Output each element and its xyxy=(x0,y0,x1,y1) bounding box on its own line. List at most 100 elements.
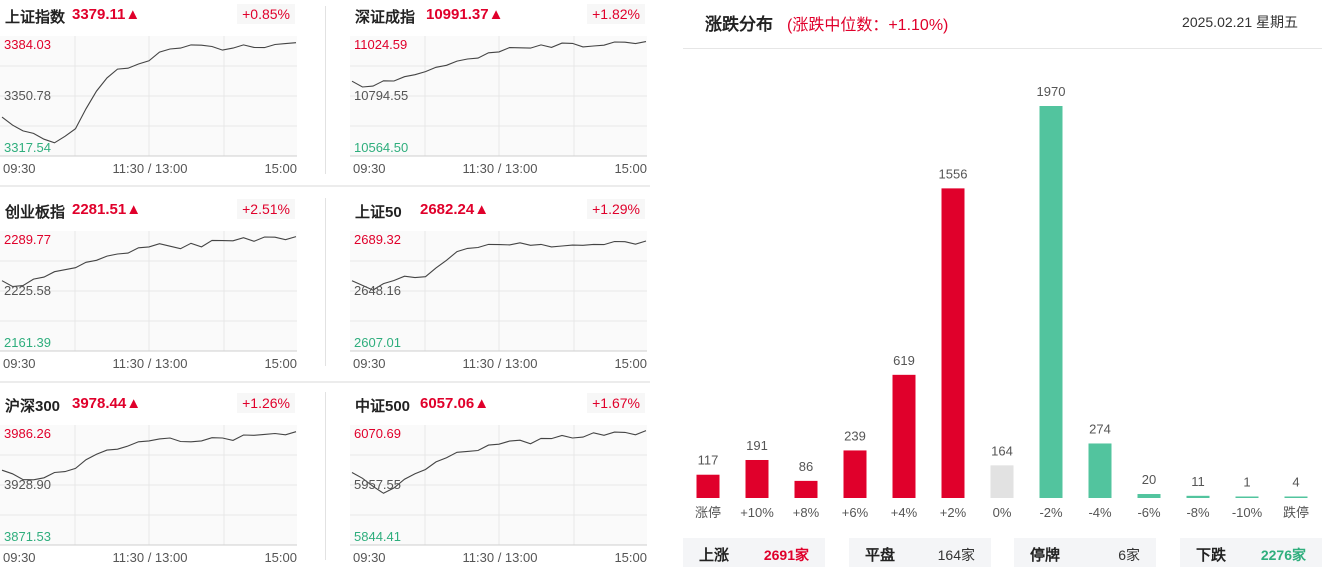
row-divider xyxy=(0,381,650,383)
index-price: 3978.44▲ xyxy=(72,395,142,412)
bar-6[interactable] xyxy=(990,465,1014,498)
x-mid-label: 11:30 / 13:00 xyxy=(463,161,538,176)
x-start-label: 09:30 xyxy=(3,550,36,565)
category-label: -8% xyxy=(1186,505,1210,520)
bar-1[interactable] xyxy=(745,459,769,498)
bar-value-label: 11 xyxy=(1191,474,1205,489)
intraday-line-chart: 3384.03 3350.78 3317.54 09:30 11:30 / 13:00 1… xyxy=(0,36,297,176)
stat-down-value: 2276家 xyxy=(1260,547,1306,563)
bar-10[interactable] xyxy=(1186,495,1210,498)
bar-value-label: 274 xyxy=(1089,421,1111,436)
x-start-label: 09:30 xyxy=(353,550,386,565)
y-high-label: 3986.26 xyxy=(4,426,51,441)
index-price: 10991.37▲ xyxy=(426,6,504,23)
category-label: +6% xyxy=(842,505,869,520)
stat-suspended-value: 6家 xyxy=(1118,547,1140,563)
column-divider xyxy=(325,6,326,174)
x-mid-label: 11:30 / 13:00 xyxy=(463,356,538,371)
stat-flat-label: 平盘 xyxy=(865,547,896,564)
bar-5[interactable] xyxy=(941,188,965,498)
index-card-csi500[interactable]: 中证500 6057.06▲ +1.67% 6070.69 5957.55 5844.41… xyxy=(350,389,650,569)
bar-2[interactable] xyxy=(794,480,818,498)
bar-9[interactable] xyxy=(1137,494,1161,498)
y-high-label: 2289.77 xyxy=(4,232,51,247)
price-line xyxy=(351,41,647,88)
y-low-label: 3317.54 xyxy=(4,140,51,155)
bar-value-label: 117 xyxy=(698,453,719,468)
x-end-label: 15:00 xyxy=(614,356,647,371)
column-divider xyxy=(325,198,326,366)
index-change-badge: +0.85% xyxy=(237,4,295,24)
bar-value-label: 86 xyxy=(799,459,813,474)
intraday-line-chart: 11024.59 10794.55 10564.50 09:30 11:30 / 13:… xyxy=(350,36,647,176)
bar-value-label: 164 xyxy=(991,443,1013,458)
stat-down: 下跌 2276家 xyxy=(1180,538,1322,567)
x-mid-label: 11:30 / 13:00 xyxy=(113,161,188,176)
stat-flat-value: 164家 xyxy=(937,547,975,563)
stat-flat: 平盘 164家 xyxy=(849,538,991,567)
intraday-line-chart: 2289.77 2225.58 2161.39 09:30 11:30 / 13:00 1… xyxy=(0,231,297,371)
distribution-bar-chart: 117 涨停 191 +10% 86 +8% 239 +6% 619 +4% 1556 +2% 164 0… xyxy=(695,84,1309,520)
index-panel: 上证指数 3379.11▲ +0.85% 3384.03 3350.78 3317.54 0… xyxy=(0,0,660,569)
x-mid-label: 11:30 / 13:00 xyxy=(463,550,538,565)
stat-down-label: 下跌 xyxy=(1196,547,1227,564)
index-change-badge: +1.82% xyxy=(587,4,645,24)
index-price: 3379.11▲ xyxy=(72,6,141,23)
price-line xyxy=(1,236,297,288)
row-divider xyxy=(0,185,650,187)
price-line xyxy=(1,42,297,144)
bar-12[interactable] xyxy=(1284,496,1308,499)
index-name: 中证500 xyxy=(355,398,411,415)
y-low-label: 10564.50 xyxy=(354,140,408,155)
stat-up-label: 上涨 xyxy=(699,547,730,564)
index-change-badge: +1.29% xyxy=(587,199,645,219)
category-label: 0% xyxy=(993,505,1012,520)
y-low-label: 2161.39 xyxy=(4,335,51,350)
y-high-label: 3384.03 xyxy=(4,37,51,52)
category-label: +4% xyxy=(891,505,918,520)
intraday-line-chart: 2689.32 2648.16 2607.01 09:30 11:30 / 13:00 1… xyxy=(350,231,647,371)
bar-0[interactable] xyxy=(696,474,720,498)
category-label: +8% xyxy=(793,505,820,520)
y-high-label: 2689.32 xyxy=(354,232,401,247)
bar-value-label: 1970 xyxy=(1037,84,1066,99)
bar-value-label: 20 xyxy=(1142,472,1156,487)
index-card-sse-index[interactable]: 上证指数 3379.11▲ +0.85% 3384.03 3350.78 3317.54 0… xyxy=(0,0,300,180)
x-start-label: 09:30 xyxy=(353,356,386,371)
distribution-panel: 涨跌分布 (涨跌中位数：+1.10%) 2025.02.21 星期五 117 涨停… xyxy=(683,0,1322,569)
price-line xyxy=(351,240,647,291)
index-card-csi300[interactable]: 沪深300 3978.44▲ +1.26% 3986.26 3928.90 3871.53… xyxy=(0,389,300,569)
x-mid-label: 11:30 / 13:00 xyxy=(113,550,188,565)
bar-value-label: 1 xyxy=(1243,475,1250,490)
category-label: -6% xyxy=(1137,505,1161,520)
category-label: -10% xyxy=(1232,505,1263,520)
stat-up: 上涨 2691家 xyxy=(683,538,825,567)
index-name: 深证成指 xyxy=(355,9,416,26)
bar-11[interactable] xyxy=(1235,496,1259,499)
category-label: +2% xyxy=(940,505,967,520)
intraday-line-chart: 3986.26 3928.90 3871.53 09:30 11:30 / 13:00 1… xyxy=(0,425,297,565)
date-label: 2025.02.21 星期五 xyxy=(1182,14,1298,30)
y-mid-label: 3928.90 xyxy=(4,477,51,492)
index-card-szse-component[interactable]: 深证成指 10991.37▲ +1.82% 11024.59 10794.55 10564… xyxy=(350,0,650,180)
index-change-badge: +2.51% xyxy=(237,199,295,219)
stat-suspended-label: 停牌 xyxy=(1030,547,1061,564)
bar-value-label: 619 xyxy=(893,353,915,368)
x-end-label: 15:00 xyxy=(264,161,297,176)
category-label: -4% xyxy=(1088,505,1112,520)
y-mid-label: 2225.58 xyxy=(4,283,51,298)
y-low-label: 5844.41 xyxy=(354,529,401,544)
index-change-badge: +1.67% xyxy=(587,393,645,413)
index-price: 2682.24▲ xyxy=(420,201,490,218)
bar-4[interactable] xyxy=(892,374,916,498)
bar-8[interactable] xyxy=(1088,443,1112,498)
index-card-sse50[interactable]: 上证50 2682.24▲ +1.29% 2689.32 2648.16 2607.01 0… xyxy=(350,195,650,375)
x-mid-label: 11:30 / 13:00 xyxy=(113,356,188,371)
median-change-label: (涨跌中位数：+1.10%) xyxy=(787,17,949,34)
bar-3[interactable] xyxy=(843,450,867,498)
intraday-line-chart: 6070.69 5957.55 5844.41 09:30 11:30 / 13:00 1… xyxy=(350,425,647,565)
x-start-label: 09:30 xyxy=(3,356,36,371)
index-card-chinext-index[interactable]: 创业板指 2281.51▲ +2.51% 2289.77 2225.58 2161.39 0… xyxy=(0,195,300,375)
bar-7[interactable] xyxy=(1039,106,1063,498)
index-price: 2281.51▲ xyxy=(72,201,142,218)
